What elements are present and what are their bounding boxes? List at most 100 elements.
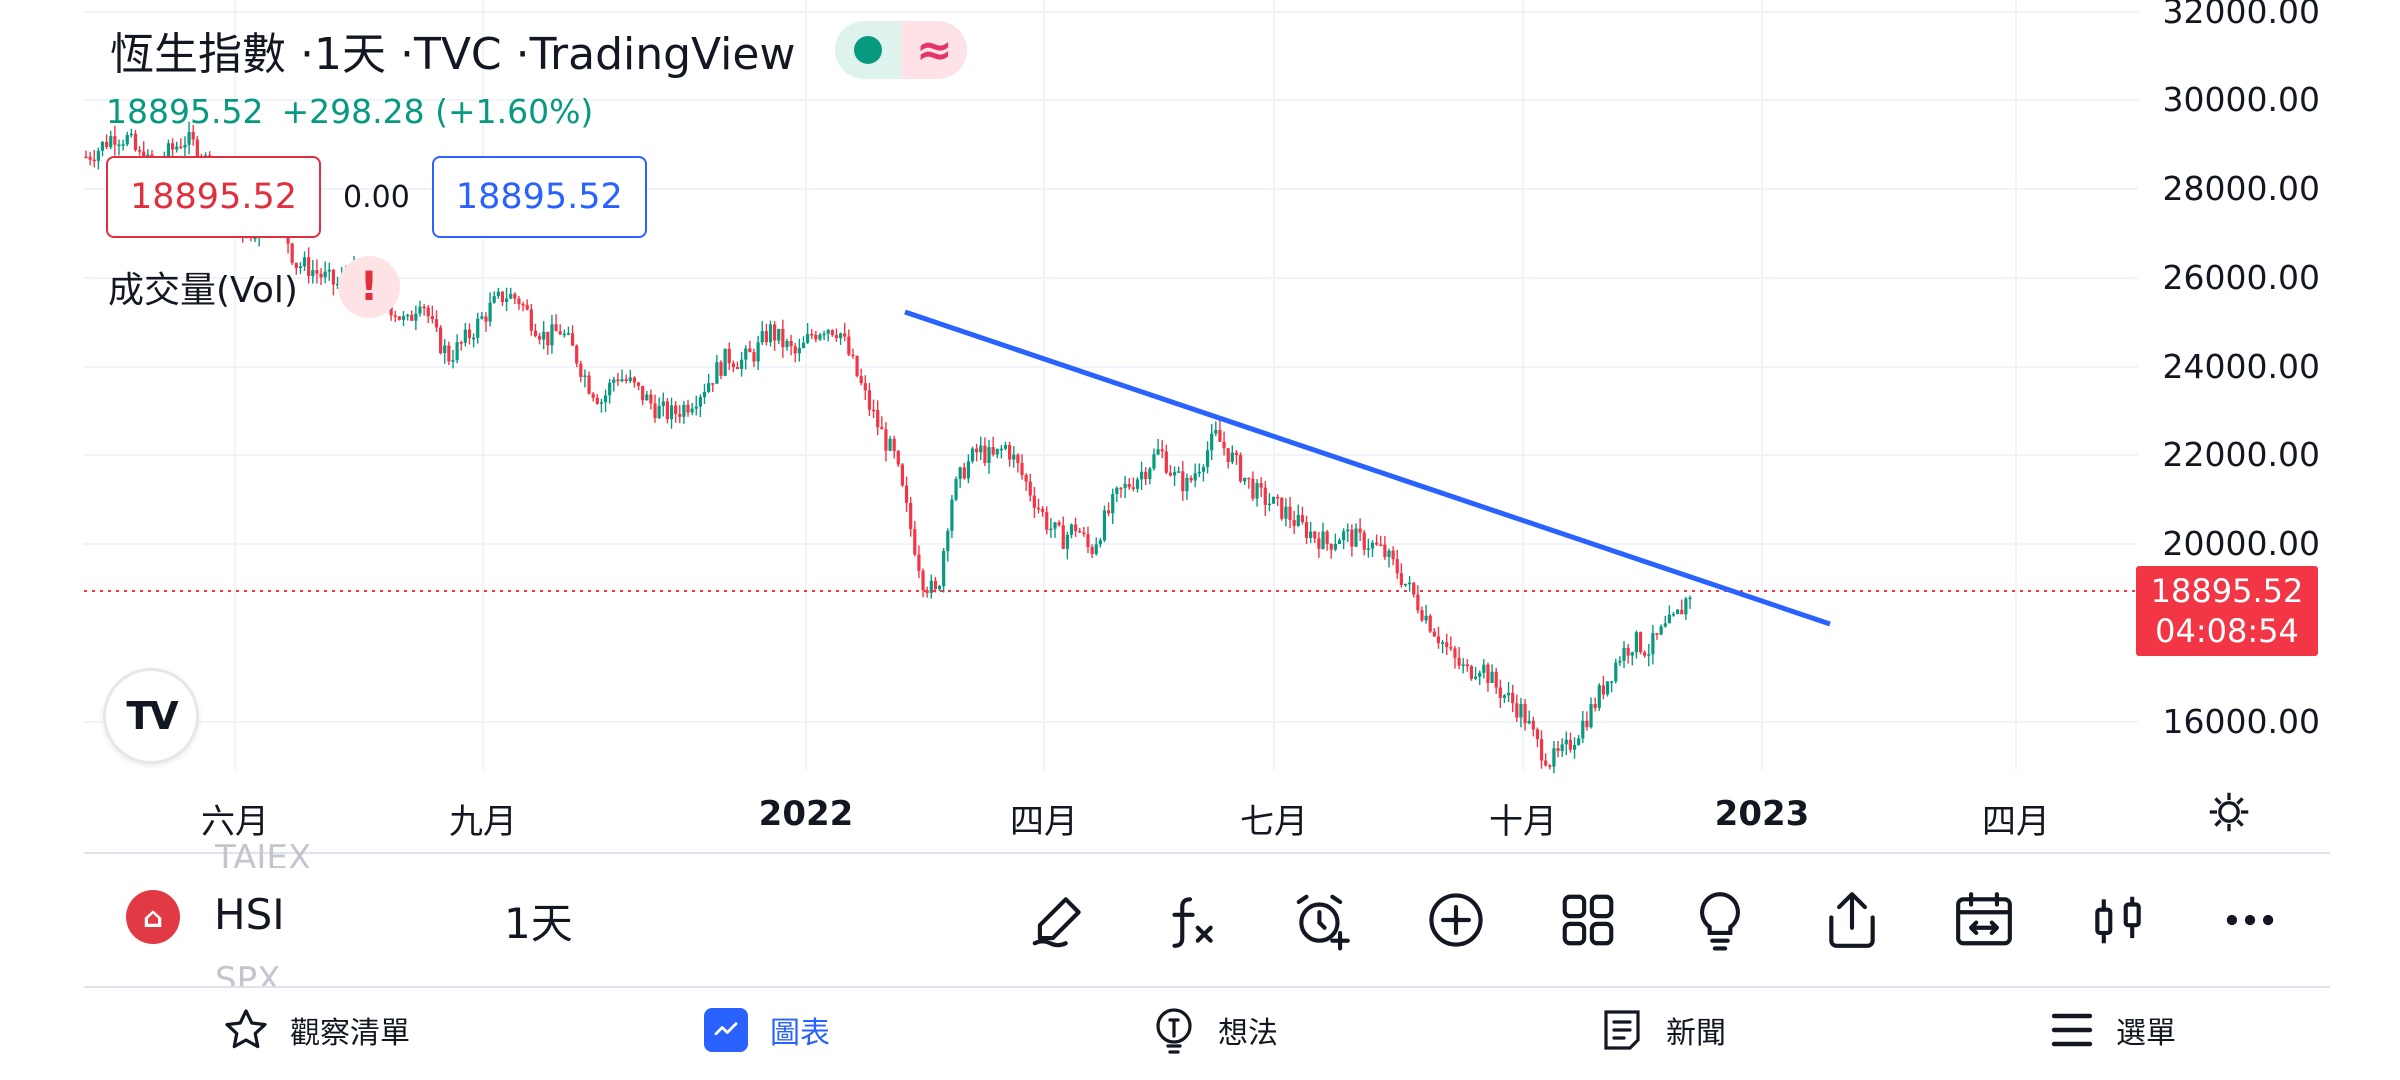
ask-price-box[interactable]: 18895.52 (431, 156, 647, 238)
candle-body (913, 529, 917, 555)
candle-body (884, 429, 888, 451)
candle-body (1045, 511, 1049, 530)
candle-body (1197, 471, 1201, 474)
candle-body (665, 401, 669, 420)
candle-body (393, 315, 397, 317)
layouts-icon[interactable] (1554, 886, 1622, 954)
trendline[interactable] (904, 309, 1831, 627)
candle-body (1337, 540, 1342, 544)
candle-body (1486, 664, 1490, 684)
candle-body (113, 136, 117, 145)
bid-price-box[interactable]: 18895.52 (106, 156, 322, 238)
candle-body (1280, 497, 1284, 519)
market-open-indicator[interactable] (835, 21, 902, 79)
candle-body (1354, 528, 1358, 547)
function-icon[interactable] (1156, 886, 1224, 954)
candle-body (1399, 573, 1403, 586)
candle-body (603, 395, 608, 403)
tradingview-logo-icon[interactable]: TV (103, 668, 199, 764)
candle-body (975, 448, 979, 453)
data-delay-indicator[interactable]: ≈ (901, 21, 968, 79)
candle-body (1115, 487, 1119, 495)
candle-body (1243, 477, 1247, 482)
candle-body (1032, 495, 1036, 508)
candle-body (484, 316, 488, 322)
chart-canvas[interactable] (0, 0, 2400, 850)
candle-body (1601, 685, 1606, 695)
candle-body (669, 405, 674, 420)
warning-icon[interactable]: ! (337, 256, 400, 318)
interval-button[interactable]: 1天 (504, 899, 573, 948)
candle-body (810, 333, 814, 336)
candle-body (496, 291, 500, 297)
candle-body (1288, 506, 1292, 520)
candle-body (1234, 452, 1239, 455)
candle-body (880, 427, 884, 430)
candle-body (1362, 532, 1366, 550)
candle-body (1329, 544, 1333, 550)
candle-body (1350, 529, 1354, 547)
candle-body (1581, 720, 1585, 739)
candle-body (946, 530, 950, 551)
candle-body (1102, 510, 1107, 541)
candle-body (537, 336, 542, 340)
hsi-logo-icon[interactable]: ⌂ (126, 890, 180, 944)
candle-body (529, 309, 533, 331)
status-pill[interactable]: ≈ (835, 21, 968, 79)
replay-icon[interactable] (1950, 886, 2018, 954)
candle-body (777, 328, 781, 341)
candle-body (1185, 477, 1189, 492)
candle-body (546, 331, 550, 346)
chart-type-icon[interactable] (2084, 886, 2152, 954)
nav-news[interactable]: 新聞 (1596, 1004, 1726, 1056)
candle-body (1271, 496, 1276, 504)
add-icon[interactable] (1422, 886, 1490, 954)
candle-body (744, 348, 748, 360)
candle-body (773, 324, 777, 341)
candle-body (1634, 632, 1638, 653)
share-icon[interactable] (1818, 886, 1886, 954)
candle-body (1618, 660, 1622, 663)
candle-body (1568, 739, 1573, 750)
bottom-navigation: 觀察清單 圖表 想法 新聞 選單 (0, 988, 2400, 1080)
candle-body (1069, 524, 1074, 535)
candle-body (1395, 559, 1399, 574)
nav-news-label: 新聞 (1666, 1016, 1726, 1051)
candle-body (1041, 508, 1045, 512)
candle-body (1469, 666, 1474, 679)
candle-body (562, 333, 566, 336)
candle-body (933, 580, 938, 590)
candle-body (1416, 594, 1420, 611)
candle-body (1490, 671, 1494, 684)
chart-settings-gear-icon[interactable] (2207, 790, 2251, 844)
nav-watchlist[interactable]: 觀察清單 (220, 1004, 410, 1056)
candle-body (84, 156, 88, 159)
candle-body (871, 409, 876, 412)
candle-body (542, 331, 546, 340)
time-axis-label: 九月 (449, 802, 517, 842)
candle-body (1436, 636, 1441, 643)
candle-body (117, 144, 121, 147)
candle-body (1016, 454, 1020, 464)
candle-body (715, 362, 719, 384)
candle-body (509, 293, 513, 299)
nav-chart[interactable]: 圖表 (700, 1004, 830, 1056)
candle-body (1152, 454, 1156, 469)
candle-body (504, 298, 509, 303)
time-axis-label: 四月 (1982, 802, 2050, 842)
candle-body (1156, 449, 1160, 455)
candle-body (1445, 642, 1449, 648)
ideas-icon[interactable] (1686, 886, 1754, 954)
draw-icon[interactable] (1024, 886, 1092, 954)
nav-menu[interactable]: 選單 (2046, 1004, 2176, 1056)
candle-body (579, 363, 583, 377)
candle-body (476, 318, 480, 338)
candle-body (1502, 695, 1507, 698)
candle-body (1375, 542, 1379, 545)
nav-ideas[interactable]: 想法 (1148, 1004, 1278, 1056)
candle-body (1028, 481, 1032, 496)
alert-icon[interactable] (1288, 886, 1356, 954)
symbol-button[interactable]: HSI (214, 890, 285, 939)
more-icon[interactable] (2216, 886, 2284, 954)
candle-body (888, 438, 892, 451)
